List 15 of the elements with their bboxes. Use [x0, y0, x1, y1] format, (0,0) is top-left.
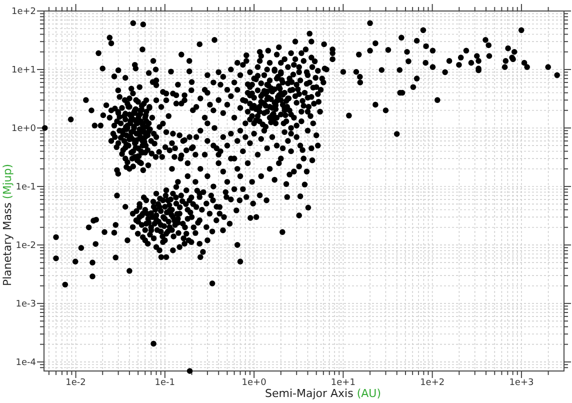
x-tick-label: 1e+1: [330, 378, 356, 388]
x-tick-label: 1e+3: [509, 378, 534, 388]
y-tick-label: 1e-4: [16, 358, 36, 368]
y-axis-title: Planetary Mass (Mjup): [1, 164, 14, 286]
x-axis-title: Semi-Major Axis (AU): [264, 387, 382, 400]
x-tick-label: 1e+0: [242, 378, 267, 388]
x-tick-label: 1e-2: [66, 378, 86, 388]
x-tick-label: 1e+2: [420, 378, 445, 388]
y-tick-label: 1e-3: [16, 300, 36, 310]
y-tick-label: 1e-1: [16, 182, 36, 193]
y-tick-label: 1e+1: [11, 66, 36, 76]
y-tick-label: 1e+0: [11, 124, 36, 134]
y-tick-label: 1e-2: [16, 241, 36, 252]
y-tick-label: 1e+2: [11, 7, 36, 18]
x-tick-label: 1e-1: [154, 378, 176, 388]
